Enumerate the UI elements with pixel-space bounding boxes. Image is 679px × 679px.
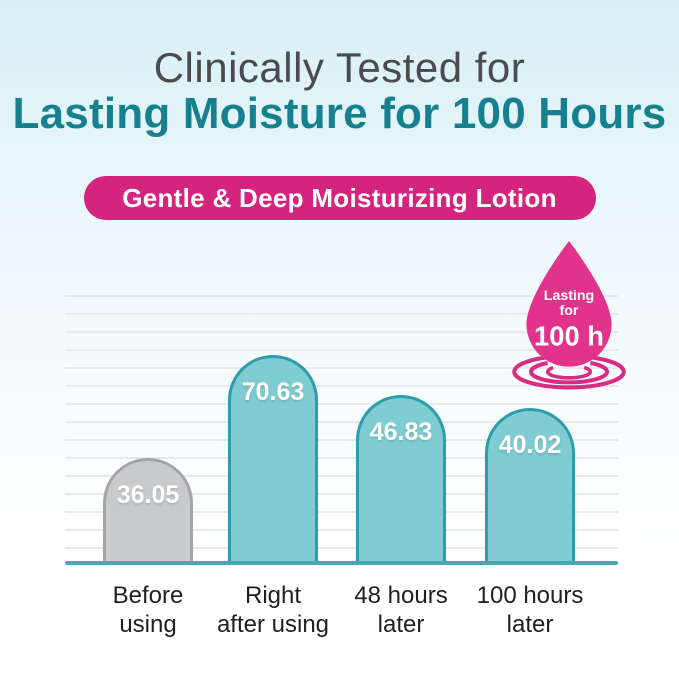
bar-48-hours-later: 46.83: [356, 395, 446, 565]
title-line-2: Lasting Moisture for 100 Hours: [12, 89, 667, 138]
bar-100-hours-later: 40.02: [485, 408, 575, 565]
chart-plot-area: 36.05 70.63 46.83 40.02: [65, 295, 618, 565]
drop-text-line-1: Lasting: [544, 288, 594, 304]
drop-text-line-2: for: [560, 303, 579, 319]
x-label-line-2: after using: [216, 611, 330, 638]
chart-baseline: [65, 561, 618, 565]
bar-right-after-using: 70.63: [228, 355, 318, 565]
bar-before-using: 36.05: [103, 458, 193, 565]
bar-value-label: 36.05: [116, 481, 180, 509]
x-axis-label: 48 hours later: [291, 581, 511, 639]
x-label-line-1: 48 hours: [354, 582, 448, 609]
bar-value-label: 46.83: [369, 418, 433, 446]
x-label-line-1: Before: [112, 582, 184, 609]
bar-value-label: 40.02: [498, 431, 562, 459]
ripple-middle: [528, 359, 610, 385]
ripple-outer: [512, 354, 626, 390]
x-label-line-1: Right: [244, 582, 302, 609]
x-axis-label: 100 hours later: [420, 581, 640, 639]
x-label-line-1: 100 hours: [476, 582, 584, 609]
ripple-inner: [545, 363, 593, 380]
x-axis-label: Right after using: [163, 581, 383, 639]
x-label-line-2: using: [119, 611, 177, 638]
x-label-line-2: later: [377, 611, 425, 638]
x-axis-label: Before using: [38, 581, 258, 639]
product-pill-badge: Gentle & Deep Moisturizing Lotion: [83, 176, 596, 220]
drop-shape: [526, 241, 612, 367]
bar-value-label: 70.63: [241, 378, 305, 406]
drop-text-line-3: 100 h: [534, 320, 604, 351]
x-label-line-2: later: [506, 611, 554, 638]
water-drop-icon: Lasting for 100 h: [512, 241, 626, 390]
title-line-1: Clinically Tested for: [153, 44, 526, 91]
